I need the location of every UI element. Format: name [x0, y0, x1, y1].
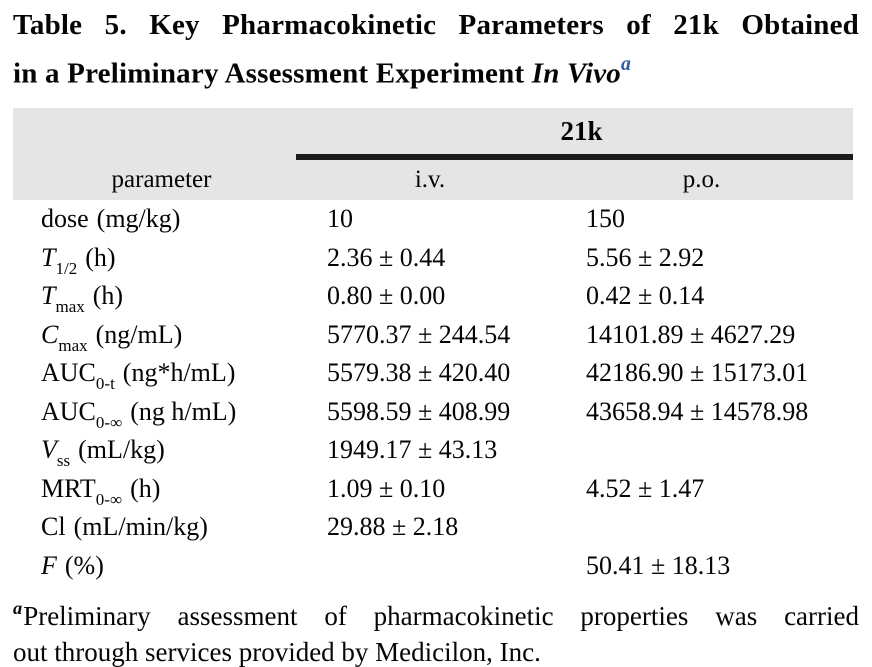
group-header-cell: 21k: [296, 108, 853, 160]
group-header-row: 21k: [13, 108, 853, 160]
table-row: T1/2 (h) 2.36 ± 0.44 5.56 ± 2.92: [13, 239, 853, 278]
iv-value-cell: 1949.17 ± 43.13: [327, 435, 498, 465]
table-row: Cmax (ng/mL) 5770.37 ± 244.54 14101.89 ± 46…: [13, 316, 853, 355]
parameter-cell: T1/2 (h): [13, 239, 310, 278]
iv-value-cell: 2.36 ± 0.44: [327, 242, 446, 272]
parameter-symbol: V: [41, 435, 57, 465]
table-title-invivo: In Vivo: [531, 57, 622, 90]
parameter-cell: AUC0-∞ (ng h/mL): [13, 393, 310, 432]
column-header-po: p.o.: [550, 160, 853, 200]
parameter-symbol: AUC: [41, 396, 96, 426]
table-row: F (%) 50.41 ± 18.13: [13, 547, 853, 586]
compound-label: 21k: [560, 116, 603, 146]
po-value-cell: 0.42 ± 0.14: [586, 281, 705, 311]
group-header-spacer: [13, 108, 310, 160]
po-value-cell: 150: [586, 204, 625, 234]
table-title-line2: in a Preliminary Assessment Experiment I…: [13, 46, 859, 95]
parameter-unit: (ng*h/mL): [122, 358, 236, 388]
table-row: Tmax (h) 0.80 ± 0.00 0.42 ± 0.14: [13, 277, 853, 316]
table-row: Vss (mL/kg) 1949.17 ± 43.13: [13, 431, 853, 470]
iv-value-cell: 5579.38 ± 420.40: [327, 358, 511, 388]
po-value-cell: 50.41 ± 18.13: [586, 550, 731, 580]
parameter-cell: AUC0-t (ng*h/mL): [13, 354, 310, 393]
footnote-line2: out through services provided by Medicil…: [13, 637, 541, 667]
iv-value-cell: 0.80 ± 0.00: [327, 281, 446, 311]
parameter-subscript: ss: [56, 451, 71, 471]
po-value-cell: [550, 431, 853, 470]
parameter-unit: (mg/kg): [96, 204, 181, 234]
parameter-unit: (ng/mL): [95, 319, 183, 349]
po-value-cell: 4.52 ± 1.47: [586, 473, 705, 503]
parameter-subscript: max: [58, 335, 88, 355]
iv-value-cell: 1.09 ± 0.10: [327, 473, 446, 503]
parameter-cell: dose (mg/kg): [13, 200, 310, 239]
parameter-subscript: 1/2: [55, 258, 78, 278]
parameter-unit: (ng h/mL): [130, 396, 237, 426]
footnote-line1: aPreliminary assessment of pharmacokinet…: [13, 591, 859, 634]
parameter-symbol: T: [41, 281, 56, 311]
footnote-line1-text: Preliminary assessment of pharmacokineti…: [23, 601, 859, 631]
parameter-cell: MRT0-∞ (h): [13, 470, 310, 509]
table-row: MRT0-∞ (h) 1.09 ± 0.10 4.52 ± 1.47: [13, 470, 853, 509]
table-row: AUC0-∞ (ng h/mL) 5598.59 ± 408.99 43658.94 …: [13, 393, 853, 432]
po-value-cell: 5.56 ± 2.92: [586, 242, 705, 272]
po-value-cell: 42186.90 ± 15173.01: [586, 358, 809, 388]
column-header-row: parameter i.v. p.o.: [13, 160, 853, 200]
table-row: AUC0-t (ng*h/mL) 5579.38 ± 420.40 42186.90 …: [13, 354, 853, 393]
parameter-unit: (h): [130, 473, 161, 503]
parameter-symbol: MRT: [41, 473, 96, 503]
parameter-unit: (h): [92, 281, 124, 311]
iv-value-cell: 5770.37 ± 244.54: [327, 319, 511, 349]
column-header-iv: i.v.: [310, 160, 550, 200]
table-footnote: aPreliminary assessment of pharmacokinet…: [13, 591, 859, 667]
iv-value-cell: 5598.59 ± 408.99: [327, 396, 511, 426]
parameter-unit: (h): [85, 242, 116, 272]
parameter-cell: Tmax (h): [13, 277, 310, 316]
parameter-symbol: Cl: [41, 512, 66, 542]
title-footnote-marker: a: [621, 53, 632, 75]
table-title-line1: Table 5. Key Pharmacokinetic Parameters …: [13, 9, 859, 41]
table-row: Cl (mL/min/kg) 29.88 ± 2.18: [13, 508, 853, 547]
po-value-cell: 43658.94 ± 14578.98: [586, 396, 809, 426]
iv-value-cell: 10: [327, 204, 353, 234]
parameter-unit: (mL/kg): [78, 435, 165, 465]
footnote-marker: a: [13, 598, 23, 618]
parameter-unit: (%): [64, 550, 104, 580]
parameter-subscript: 0-t: [95, 374, 115, 394]
parameter-symbol: T: [41, 242, 56, 272]
po-value-cell: [550, 508, 853, 547]
parameter-symbol: dose: [41, 204, 89, 234]
header-rule: [296, 154, 853, 160]
parameter-cell: Vss (mL/kg): [13, 431, 310, 470]
parameter-subscript: 0-∞: [95, 412, 123, 432]
column-header-parameter: parameter: [13, 160, 310, 200]
pk-table: 21k parameter i.v. p.o. dose (mg/kg) 10 150…: [13, 108, 853, 585]
parameter-unit: (mL/min/kg): [73, 512, 208, 542]
iv-value-cell: [310, 547, 550, 586]
iv-value-cell: 29.88 ± 2.18: [327, 512, 459, 542]
parameter-cell: F (%): [13, 547, 310, 586]
table-row: dose (mg/kg) 10 150: [13, 200, 853, 239]
parameter-symbol: C: [41, 319, 59, 349]
parameter-subscript: 0-∞: [95, 489, 123, 509]
po-value-cell: 14101.89 ± 4627.29: [586, 319, 796, 349]
parameter-subscript: max: [55, 297, 85, 317]
parameter-cell: Cmax (ng/mL): [13, 316, 310, 355]
parameter-cell: Cl (mL/min/kg): [13, 508, 310, 547]
table-title: Table 5. Key Pharmacokinetic Parameters …: [13, 5, 859, 95]
parameter-symbol: AUC: [41, 358, 96, 388]
parameter-symbol: F: [41, 550, 57, 580]
table-title-line2-text: in a Preliminary Assessment Experiment: [13, 57, 532, 90]
